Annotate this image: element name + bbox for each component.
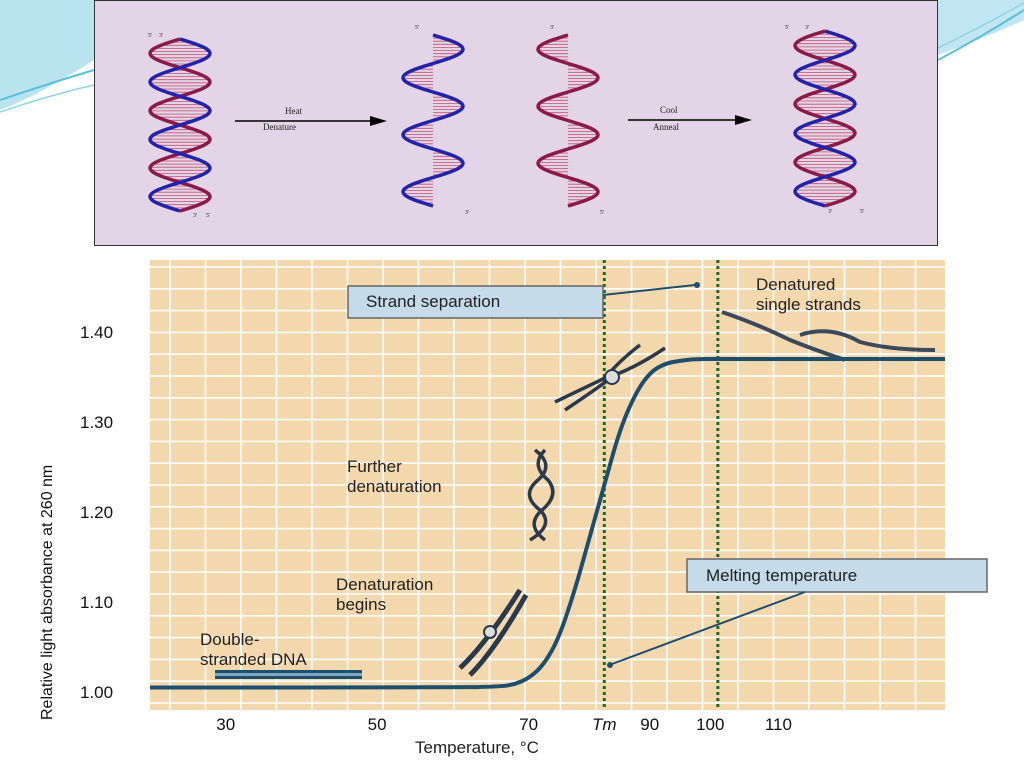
molecule-sketch-top: [554, 343, 666, 412]
end-label: 5': [206, 213, 210, 219]
annotation-begins: Denaturation begins: [336, 575, 433, 614]
x-tick-label: 50: [368, 715, 387, 734]
x-axis-ticks: 30 50 70 Tm 90 100 110: [216, 715, 792, 734]
arrow-cool-anneal: Cool Anneal: [628, 105, 752, 132]
dna-diagram-panel: Heat Denature Cool Anneal 5' 3' 3' 5' 5'…: [94, 0, 938, 246]
strand-path: [536, 33, 600, 208]
end-label: 5': [860, 209, 864, 215]
arrow-heat-denature: Heat Denature: [235, 106, 387, 132]
chart-svg: 1.00 1.10 1.20 1.30 1.40 30 50 70 Tm 90 100 110 Te…: [39, 260, 988, 757]
y-axis-ticks: 1.00 1.10 1.20 1.30 1.40: [80, 323, 113, 702]
annotation-denatured: Denatured single strands: [756, 275, 861, 314]
molecule-sketch-begins: [458, 588, 529, 677]
arrow2-top-label: Cool: [660, 105, 678, 115]
end-label: 3': [550, 25, 554, 31]
y-tick-label: 1.20: [80, 503, 113, 522]
x-tick-label: 30: [216, 715, 235, 734]
end-label: 5': [600, 210, 604, 216]
end-label: 5': [415, 25, 419, 31]
y-tick-label: 1.00: [80, 683, 113, 702]
annotation-double-stranded: Double-stranded DNA: [200, 630, 307, 669]
double-helix-right: [793, 29, 857, 208]
single-strand-sketches: [721, 310, 936, 362]
y-tick-label: 1.10: [80, 593, 113, 612]
end-label: 3': [828, 209, 832, 215]
single-strand-blue: [401, 33, 465, 208]
x-tick-label: 100: [696, 715, 724, 734]
annotation-further: Further denaturation: [347, 457, 442, 496]
end-label: 5': [148, 33, 152, 39]
x-tick-label: 90: [640, 715, 659, 734]
annotation-melting-temperature: Melting temperature: [706, 566, 857, 585]
arrow1-bottom-label: Denature: [263, 122, 296, 132]
end-label: 3': [193, 213, 197, 219]
melting-curve-chart: 1.00 1.10 1.20 1.30 1.40 30 50 70 Tm 90 100 110 Te…: [0, 250, 1024, 768]
molecule-sketch-further: [527, 448, 555, 542]
y-axis-label: Relative light absorbance at 260 nm: [39, 465, 56, 720]
x-axis-label: Temperature, °C: [415, 738, 539, 757]
dna-diagram: Heat Denature Cool Anneal 5' 3' 3' 5' 5'…: [148, 25, 864, 219]
arrow1-top-label: Heat: [285, 106, 302, 116]
y-tick-label: 1.40: [80, 323, 113, 342]
end-label: 3': [805, 25, 809, 31]
arrow2-bottom-label: Anneal: [653, 122, 679, 132]
end-label: 5': [785, 25, 789, 31]
x-tick-label: Tm: [592, 715, 617, 734]
end-label: 3': [465, 210, 469, 216]
y-tick-label: 1.30: [80, 413, 113, 432]
strand-path: [793, 29, 857, 208]
x-tick-label: 70: [519, 715, 538, 734]
single-strand-red: [536, 33, 600, 208]
strand-path: [401, 33, 465, 208]
end-label: 3': [159, 33, 163, 39]
x-tick-label: 110: [765, 715, 792, 734]
double-stranded-dna-bar: [215, 670, 362, 679]
double-helix-left: [148, 37, 212, 213]
strand-path: [148, 37, 212, 213]
annotation-strand-separation: Strand separation: [366, 292, 500, 311]
absorbance-curve: [150, 357, 945, 690]
